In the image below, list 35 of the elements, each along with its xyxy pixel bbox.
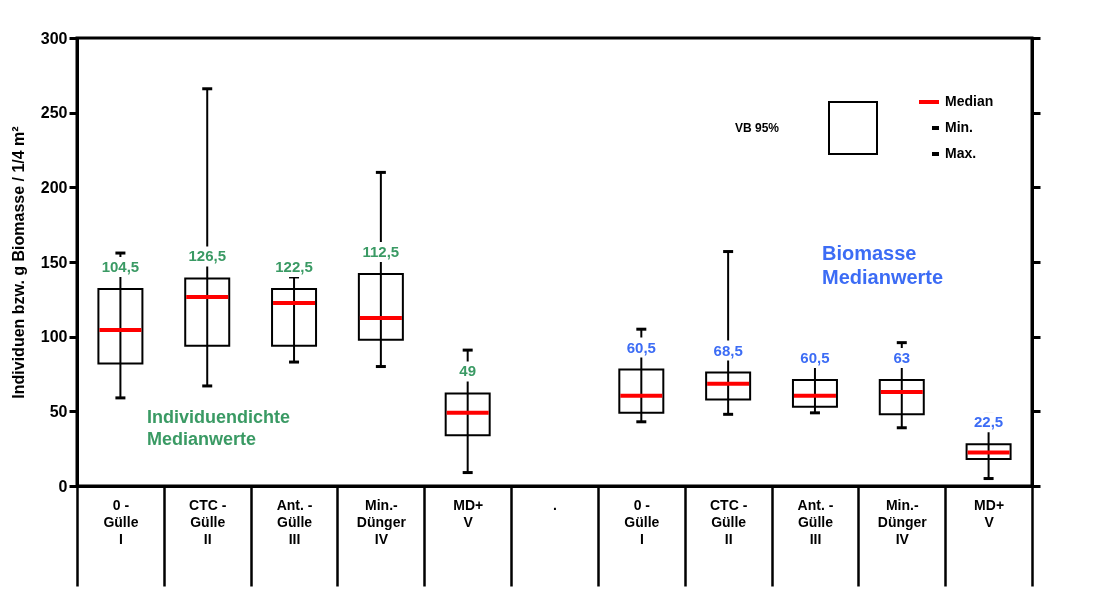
- x-tick-label: 0 - Gülle I: [624, 496, 660, 547]
- annotation: VB 95%: [735, 121, 780, 135]
- x-tick-label: Ant. - Gülle III: [276, 496, 313, 547]
- text: 122,5: [275, 257, 313, 275]
- text: 104,5: [101, 257, 140, 275]
- x-tick-label: CTC - Gülle II: [189, 496, 227, 547]
- text: 126,5: [188, 247, 226, 265]
- y-tick-label: 200: [40, 178, 68, 196]
- x-tick-label: 0 - Gülle I: [103, 496, 139, 547]
- annotation: Max.: [945, 145, 977, 161]
- annotation: Median: [945, 93, 994, 109]
- text: 22,5: [973, 413, 1004, 431]
- y-tick-label: 100: [40, 328, 68, 346]
- text: 63: [893, 348, 911, 366]
- x-tick-label: Min.- Dünger IV: [877, 496, 928, 547]
- y-axis-title: Individuen bzw. g Biomasse / 1/4 m²: [9, 126, 27, 399]
- annotation: Individuendichte Medianwerte: [147, 407, 291, 449]
- x-tick-label: CTC - Gülle II: [709, 496, 748, 547]
- x-tick-label: Min.- Dünger IV: [356, 496, 407, 547]
- text: 60,5: [800, 348, 830, 366]
- text: 49: [459, 362, 477, 380]
- annotation: Min.: [945, 119, 973, 135]
- text: 68,5: [713, 341, 743, 359]
- text: 60,5: [626, 338, 656, 356]
- annotation: Biomasse Medianwerte: [822, 242, 944, 288]
- y-tick-label: 300: [40, 29, 68, 47]
- y-tick-label: 50: [49, 402, 68, 420]
- y-tick-label: 0: [58, 477, 68, 495]
- x-tick-label: .: [553, 496, 557, 513]
- x-tick-label: Ant. - Gülle III: [797, 496, 834, 547]
- y-tick-label: 250: [40, 104, 68, 122]
- x-tick-label: MD+ V: [974, 496, 1005, 530]
- text: 112,5: [362, 242, 400, 260]
- y-tick-label: 150: [40, 253, 68, 271]
- x-tick-label: MD+ V: [453, 496, 484, 530]
